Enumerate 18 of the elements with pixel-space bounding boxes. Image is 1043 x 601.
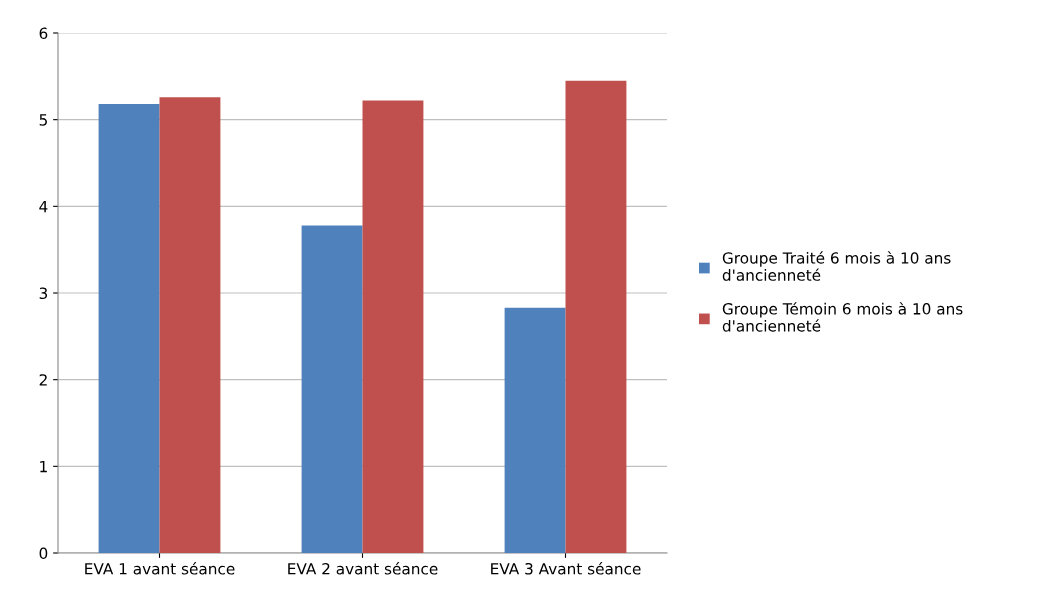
bar — [565, 80, 627, 553]
x-tick-label: EVA 2 avant séance — [288, 562, 438, 575]
x-tick-label: EVA 1 avant séance — [85, 562, 235, 575]
bar — [301, 225, 363, 553]
y-tick-label: 3 — [39, 287, 48, 300]
y-tick-label: 4 — [39, 201, 48, 213]
bar — [504, 307, 566, 553]
bar — [98, 104, 160, 553]
y-tick-label: 1 — [40, 461, 47, 473]
y-tick-label: 6 — [39, 27, 48, 40]
legend-label: Groupe Traité 6 mois à 10 ans d'ancienneté — [722, 251, 951, 281]
bar — [159, 97, 221, 553]
x-tick-label: EVA 3 Avant séance — [491, 562, 641, 575]
y-tick-label: 0 — [39, 547, 48, 560]
y-tick-label: 2 — [39, 374, 47, 386]
legend-label: Groupe Témoin 6 mois à 10 ans d'ancienneté — [722, 302, 963, 332]
y-tick-label: 5 — [39, 114, 47, 126]
bar — [362, 100, 424, 553]
